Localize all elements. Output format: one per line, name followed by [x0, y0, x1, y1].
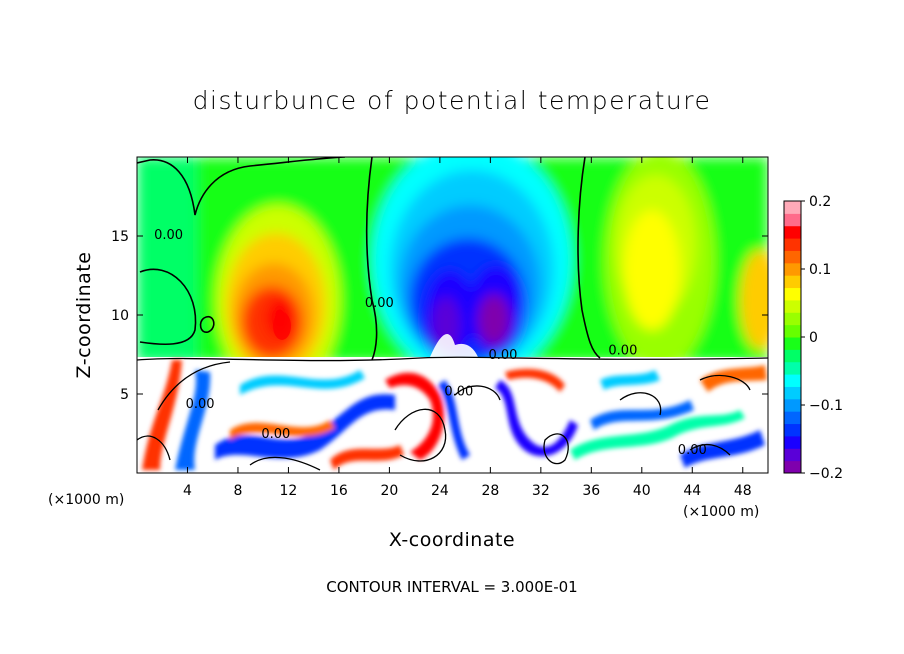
x-tick-label: 4 — [183, 483, 192, 499]
colorbar-swatch — [784, 386, 801, 400]
x-tick-label: 36 — [582, 483, 600, 499]
x-tick-label: 44 — [683, 483, 701, 499]
contour-lines-lower — [137, 356, 768, 471]
colorbar-swatch — [784, 201, 801, 214]
colorbar-swatch — [784, 324, 801, 338]
upper-field — [137, 157, 768, 395]
contour-label: 0.00 — [261, 427, 290, 442]
colorbar-swatch — [784, 349, 801, 363]
colorbar-tick-label: −0.1 — [809, 398, 843, 414]
colorbar-swatch — [784, 213, 801, 227]
colorbar-swatch — [784, 435, 801, 449]
x-tick-label: 28 — [481, 483, 499, 499]
y-axis-label: Z-coordinate — [73, 252, 95, 379]
contour-label: 0.00 — [444, 385, 473, 400]
colorbar-swatch — [784, 448, 801, 462]
colorbar-tick-label: −0.2 — [809, 466, 843, 482]
x-tick-label: 32 — [532, 483, 550, 499]
y-ticks: 5 10 15 — [111, 229, 768, 403]
colorbar-swatch — [784, 361, 801, 375]
contour-label: 0.00 — [608, 344, 637, 359]
colorbar: 0.2 0.1 0 −0.1 −0.2 — [783, 194, 843, 482]
colorbar-swatch — [784, 299, 801, 313]
boundary-layer — [137, 356, 768, 473]
y-tick-label: 15 — [111, 229, 129, 245]
colorbar-swatch — [784, 238, 801, 251]
x-tick-label: 24 — [431, 483, 449, 499]
chart-title: disturbunce of potential temperature — [192, 86, 712, 115]
plot-area — [137, 157, 768, 473]
y-tick-label: 5 — [120, 387, 129, 403]
x-tick-label: 16 — [330, 483, 348, 499]
x-tick-label: 40 — [633, 483, 651, 499]
contour-label: 0.00 — [365, 296, 394, 311]
contour-label: 0.00 — [678, 443, 707, 458]
colorbar-swatch — [784, 287, 801, 301]
colorbar-swatch — [784, 225, 801, 239]
colorbar-tick-label: 0.1 — [809, 262, 831, 278]
x-tick-label: 20 — [380, 483, 398, 499]
contour-labels: 0.00 0.00 0.00 0.00 0.00 0.00 0.00 0.00 — [154, 228, 707, 458]
y-unit-label: (×1000 m) — [48, 492, 124, 508]
colorbar-tick-label: 0.2 — [809, 194, 831, 210]
colorbar-swatch — [784, 398, 801, 412]
contour-label: 0.00 — [154, 228, 183, 243]
colorbar-swatch — [784, 374, 801, 387]
x-tick-label: 48 — [734, 483, 752, 499]
colorbar-swatch — [784, 411, 801, 425]
contour-label: 0.00 — [186, 397, 215, 412]
colorbar-tick-label: 0 — [809, 330, 818, 346]
colorbar-swatch — [784, 312, 801, 326]
colorbar-swatch — [784, 337, 801, 350]
x-tick-label: 8 — [233, 483, 242, 499]
contour-interval-label: CONTOUR INTERVAL = 3.000E-01 — [326, 578, 577, 596]
colorbar-swatch — [784, 460, 801, 474]
x-unit-label: (×1000 m) — [683, 504, 759, 520]
colorbar-swatch — [784, 262, 801, 276]
y-tick-label: 10 — [111, 308, 129, 324]
contour-label: 0.00 — [489, 348, 518, 363]
colorbar-swatch — [784, 423, 801, 437]
x-axis-label: X-coordinate — [389, 529, 515, 551]
x-ticks: 4 8 12 16 20 24 28 32 36 40 44 48 — [183, 157, 752, 499]
colorbar-swatch — [784, 250, 801, 264]
colorbar-swatch — [784, 275, 801, 289]
x-tick-label: 12 — [280, 483, 298, 499]
contour-lines-upper — [137, 157, 601, 361]
